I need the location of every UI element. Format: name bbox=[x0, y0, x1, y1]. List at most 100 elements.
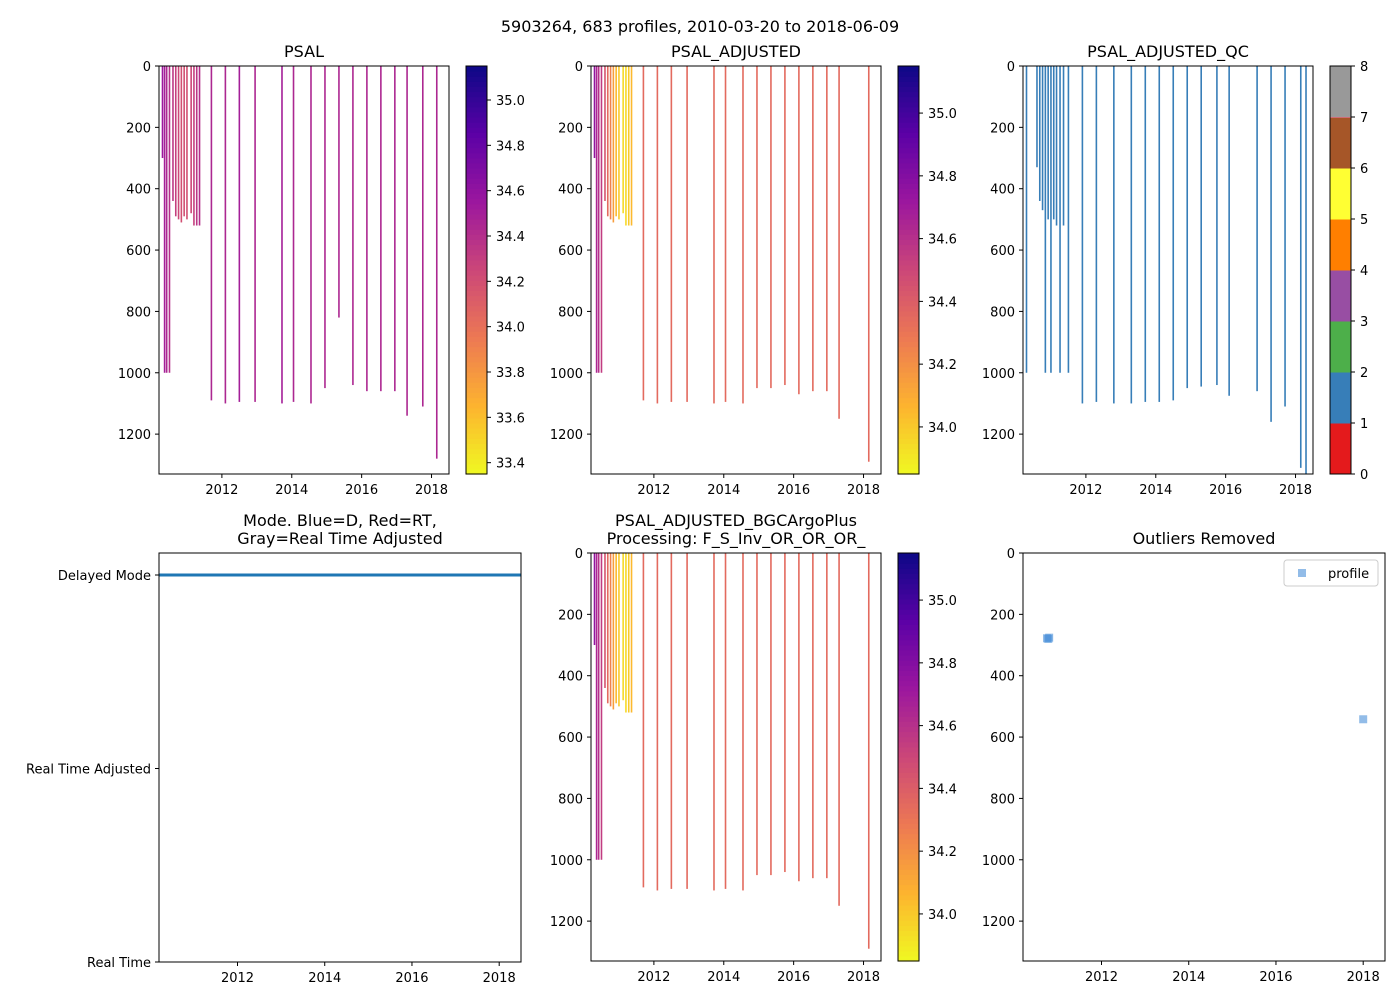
colorbar-segment bbox=[898, 106, 919, 113]
x-tick-label: 2018 bbox=[847, 970, 880, 985]
y-tick-label: 1000 bbox=[550, 367, 583, 382]
profile-stripe bbox=[618, 66, 620, 220]
x-tick-label: 2018 bbox=[847, 483, 880, 498]
colorbar-segment bbox=[466, 96, 487, 103]
x-tick-label: 2014 bbox=[707, 483, 740, 498]
colorbar-segment bbox=[466, 468, 487, 475]
colorbar-segment bbox=[466, 366, 487, 373]
y-tick-label: 600 bbox=[990, 731, 1015, 746]
colorbar-segment bbox=[898, 680, 919, 687]
colorbar-segment bbox=[898, 234, 919, 240]
colorbar-segment bbox=[898, 884, 919, 891]
colorbar-segment bbox=[898, 644, 919, 651]
colorbar-segment bbox=[1330, 321, 1351, 373]
profile-stripe bbox=[627, 553, 630, 713]
colorbar-tick-label: 34.2 bbox=[928, 845, 957, 860]
colorbar-segment bbox=[898, 792, 919, 799]
x-tick-label: 2012 bbox=[205, 483, 238, 498]
colorbar-segment bbox=[466, 326, 487, 332]
colorbar-segment bbox=[466, 295, 487, 302]
profile-stripe bbox=[630, 553, 633, 713]
colorbar-segment bbox=[898, 101, 919, 108]
colorbar-segment bbox=[466, 361, 487, 368]
colorbar-segment bbox=[466, 213, 487, 220]
colorbar-segment bbox=[898, 614, 919, 620]
colorbar-segment bbox=[898, 828, 919, 835]
colorbar-segment bbox=[898, 198, 919, 205]
colorbar-segment bbox=[898, 787, 919, 794]
profile-stripe bbox=[742, 66, 744, 404]
colorbar-tick-label: 34.6 bbox=[928, 720, 957, 735]
y-tick-label: Real Time bbox=[87, 956, 151, 971]
colorbar-segment bbox=[466, 259, 487, 266]
profile-stripe bbox=[1052, 66, 1055, 220]
colorbar-segment bbox=[466, 229, 487, 235]
colorbar-segment bbox=[898, 203, 919, 210]
colorbar-tick-label: 7 bbox=[1360, 111, 1368, 126]
panel-title-text: PSAL_ADJUSTED_QC bbox=[1087, 42, 1249, 62]
colorbar-segment bbox=[898, 879, 919, 886]
colorbar-segment bbox=[898, 853, 919, 860]
profile-stripe bbox=[172, 66, 174, 201]
colorbar-segment bbox=[898, 132, 919, 138]
colorbar-segment bbox=[466, 168, 487, 174]
profile-stripe bbox=[352, 66, 354, 386]
colorbar-segment bbox=[898, 802, 919, 809]
colorbar-segment bbox=[898, 619, 919, 625]
colorbar-segment bbox=[466, 321, 487, 327]
colorbar-segment bbox=[898, 746, 919, 753]
colorbar-segment bbox=[466, 101, 487, 108]
colorbar-segment bbox=[466, 402, 487, 409]
profile-stripe bbox=[254, 66, 256, 402]
colorbar-segment bbox=[898, 899, 919, 906]
profile-stripe bbox=[1059, 66, 1061, 373]
x-tick-label: 2018 bbox=[1347, 970, 1380, 985]
profile-stripe bbox=[210, 66, 213, 401]
x-tick-label: 2016 bbox=[1209, 483, 1242, 498]
colorbar-segment bbox=[466, 76, 487, 82]
profile-stripe bbox=[238, 66, 241, 402]
colorbar-segment bbox=[898, 624, 919, 631]
colorbar-segment bbox=[898, 91, 919, 98]
colorbar-segment bbox=[898, 402, 919, 409]
colorbar-segment bbox=[898, 417, 919, 424]
profile-stripe bbox=[1186, 66, 1189, 389]
colorbar-segment bbox=[898, 955, 919, 962]
colorbar-segment bbox=[466, 106, 487, 113]
colorbar-segment bbox=[898, 366, 919, 373]
colorbar-tick-label: 34.6 bbox=[928, 233, 957, 248]
colorbar-segment bbox=[898, 859, 919, 865]
colorbar-segment bbox=[898, 578, 919, 585]
colorbar-segment bbox=[898, 142, 919, 149]
colorbar-segment bbox=[898, 731, 919, 738]
profile-stripe bbox=[642, 553, 645, 888]
colorbar-segment bbox=[898, 777, 919, 784]
colorbar-tick-label: 34.0 bbox=[928, 421, 957, 436]
colorbar-tick-label: 34.8 bbox=[928, 170, 957, 185]
colorbar-tick-label: 33.6 bbox=[496, 411, 525, 426]
colorbar-segment bbox=[898, 249, 919, 256]
profile-stripe bbox=[612, 66, 615, 223]
colorbar-segment bbox=[898, 833, 919, 840]
profile-stripe bbox=[606, 553, 609, 704]
colorbar-tick-label: 34.8 bbox=[496, 139, 525, 154]
axes-frame bbox=[158, 65, 450, 475]
profile-stripe bbox=[724, 553, 727, 889]
colorbar-tick-label: 34.4 bbox=[928, 782, 957, 797]
profile-stripe bbox=[838, 66, 840, 419]
panel-title-text-line-2: Gray=Real Time Adjusted bbox=[237, 529, 443, 548]
colorbar-segment bbox=[898, 797, 919, 804]
profile-stripe bbox=[198, 66, 201, 226]
colorbar-segment bbox=[898, 259, 919, 266]
colorbar-segment bbox=[466, 392, 487, 399]
colorbar-segment bbox=[898, 254, 919, 261]
colorbar-segment bbox=[898, 818, 919, 824]
profile-stripe bbox=[615, 553, 617, 704]
profile-stripe bbox=[1041, 66, 1044, 211]
figure-suptitle: 5903264, 683 profiles, 2010-03-20 to 201… bbox=[501, 17, 899, 36]
colorbar-segment bbox=[466, 254, 487, 261]
colorbar-segment bbox=[898, 864, 919, 870]
colorbar-tick-label: 35.0 bbox=[928, 594, 957, 609]
